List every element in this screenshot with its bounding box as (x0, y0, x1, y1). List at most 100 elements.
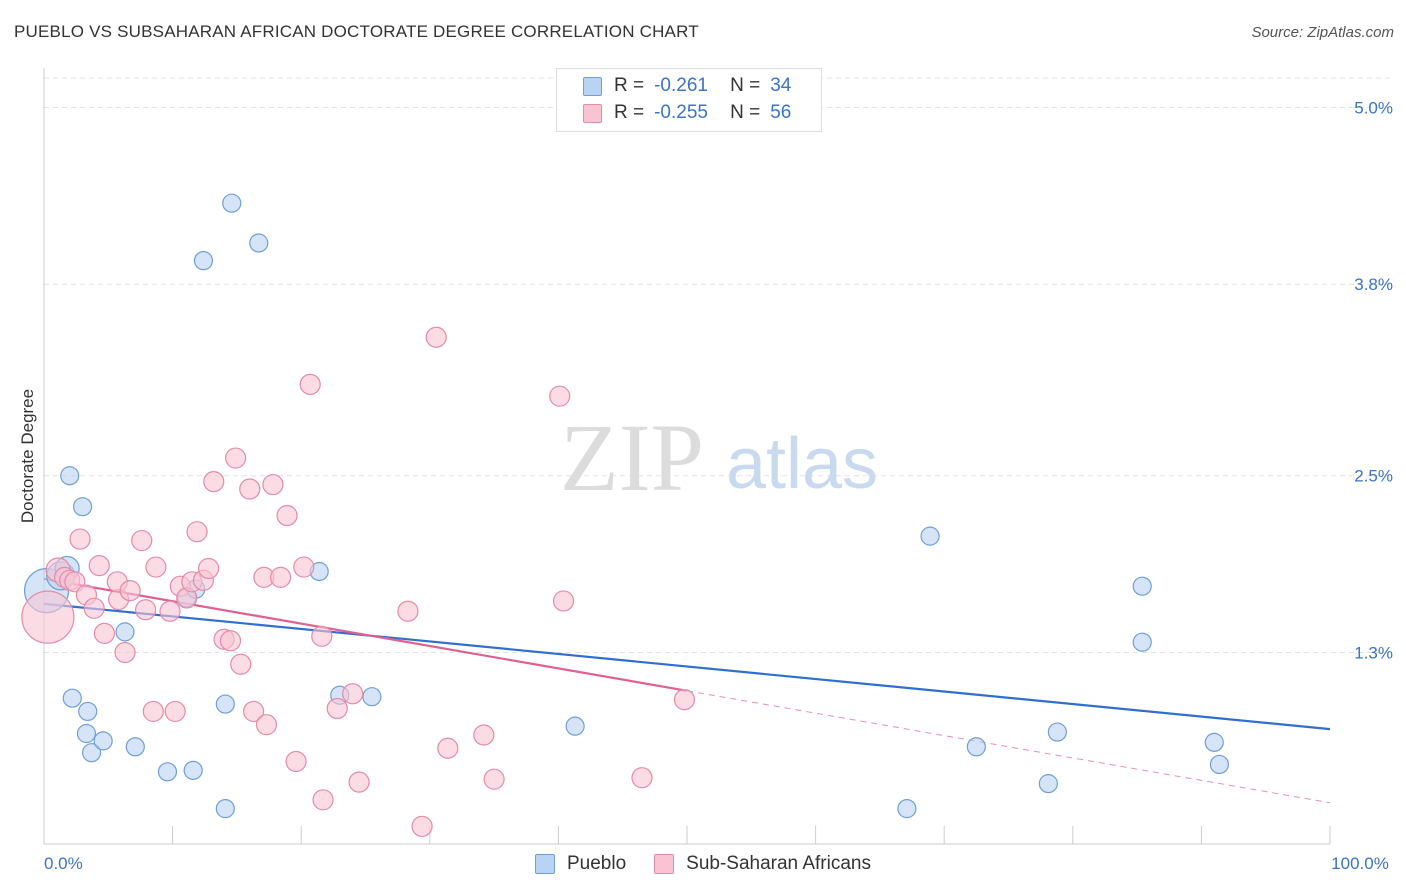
ssa-point (270, 566, 292, 588)
ssa-point (552, 590, 575, 612)
r-label: R = (614, 102, 645, 123)
ssa-point (93, 622, 116, 644)
pueblo-point (125, 737, 145, 757)
pueblo-point (62, 688, 82, 708)
ssa-point (483, 768, 505, 790)
data-points (21, 193, 1230, 837)
pueblo-point (215, 694, 235, 714)
ssa-point (119, 580, 141, 602)
pueblo-legend-label: Pueblo (566, 853, 627, 874)
legend-row-ssa: R = -0.255 N = 56 (583, 102, 791, 124)
ssa-point (21, 590, 75, 644)
ssa-point (411, 815, 433, 837)
legend-item-ssa[interactable]: Sub-Saharan Africans (654, 853, 871, 875)
pueblo-point (362, 687, 382, 707)
ssa-point (134, 599, 157, 621)
grid-lines (44, 77, 1390, 653)
ssa-point (219, 630, 242, 652)
ssa-point (255, 714, 278, 736)
pueblo-point (78, 701, 98, 722)
ssa-point (293, 556, 315, 578)
pueblo-point (222, 193, 242, 213)
ssa-point (397, 600, 419, 622)
r-label: R = (614, 75, 645, 96)
ssa-point (239, 478, 261, 500)
pueblo-point (115, 622, 135, 642)
ssa-point (159, 600, 181, 622)
ssa-point (312, 789, 334, 811)
ssa-point (549, 385, 571, 407)
stats-legend: R = -0.261 N = 34 R = -0.255 N = 56 (556, 68, 822, 132)
n-label: N = (730, 75, 761, 96)
watermark-zip: ZIP (560, 404, 704, 511)
ssa-point (473, 724, 495, 746)
ssa-point (198, 557, 220, 580)
y-tick-label: 2.5% (1354, 467, 1393, 486)
pueblo-point (1038, 774, 1058, 794)
ssa-legend-label: Sub-Saharan Africans (686, 853, 871, 874)
x-tick-label: 0.0% (44, 854, 83, 873)
legend-item-pueblo[interactable]: Pueblo (534, 853, 627, 875)
pueblo-point (81, 743, 102, 763)
ssa-trendline-extension (686, 690, 1331, 804)
ssa-point (131, 529, 153, 552)
legend-row-pueblo: R = -0.261 N = 34 (583, 75, 791, 97)
pueblo-point (1132, 632, 1152, 652)
y-tick-label: 3.8% (1354, 275, 1393, 294)
pueblo-swatch (583, 76, 602, 96)
pueblo-point (920, 526, 940, 546)
ssa-point (164, 700, 186, 723)
ssa-point (285, 750, 307, 773)
ssa-point (342, 683, 364, 705)
ssa-point (243, 700, 265, 723)
y-tick-label: 1.3% (1354, 644, 1393, 663)
ssa-point (88, 554, 110, 577)
pueblo-point (72, 497, 93, 517)
chart-title: PUEBLO VS SUBSAHARAN AFRICAN DOCTORATE D… (14, 22, 699, 41)
x-tick-label: 100.0% (1331, 854, 1389, 873)
source-label: Source: ZipAtlas.com (1251, 24, 1394, 41)
n-label: N = (730, 102, 761, 123)
tick-labels: 1.3% 2.5% 3.8% 5.0% 0.0% 100.0% (44, 98, 1393, 873)
ssa-swatch (583, 103, 602, 123)
pueblo-point (1047, 722, 1067, 742)
pueblo-point (193, 251, 214, 271)
watermark-atlas: atlas (726, 424, 878, 504)
ssa-point (69, 528, 91, 550)
pueblo-legend-swatch (534, 854, 555, 874)
pueblo-point (249, 233, 269, 253)
ssa-point (114, 641, 136, 664)
ssa-point (311, 625, 333, 647)
ssa-point (673, 689, 696, 711)
ssa-point (142, 700, 164, 723)
ssa-point (299, 373, 321, 395)
pueblo-n-value: 34 (770, 75, 792, 96)
ssa-point (348, 771, 370, 793)
ssa-point (437, 737, 459, 759)
y-tick-label: 5.0% (1354, 98, 1393, 117)
ssa-point (225, 447, 247, 469)
pueblo-point (1209, 754, 1230, 775)
ssa-point (326, 697, 348, 720)
pueblo-point (1204, 732, 1224, 752)
ssa-n-value: 56 (770, 102, 792, 123)
trendlines (43, 577, 1331, 804)
pueblo-point (565, 716, 585, 736)
ssa-point (83, 597, 105, 619)
pueblo-point (966, 737, 986, 757)
ssa-trendline (43, 577, 688, 692)
ssa-point (230, 653, 252, 675)
ssa-legend-swatch (654, 854, 675, 874)
pueblo-point (93, 731, 113, 751)
pueblo-point (157, 762, 178, 782)
ssa-point (276, 504, 298, 527)
ssa-point (203, 471, 225, 493)
watermark: ZIP atlas (560, 404, 878, 511)
pueblo-point (183, 760, 203, 780)
pueblo-point (215, 799, 235, 819)
pueblo-point (76, 723, 97, 744)
axes (43, 68, 1331, 845)
ssa-point (425, 326, 447, 348)
ssa-point (186, 521, 208, 543)
